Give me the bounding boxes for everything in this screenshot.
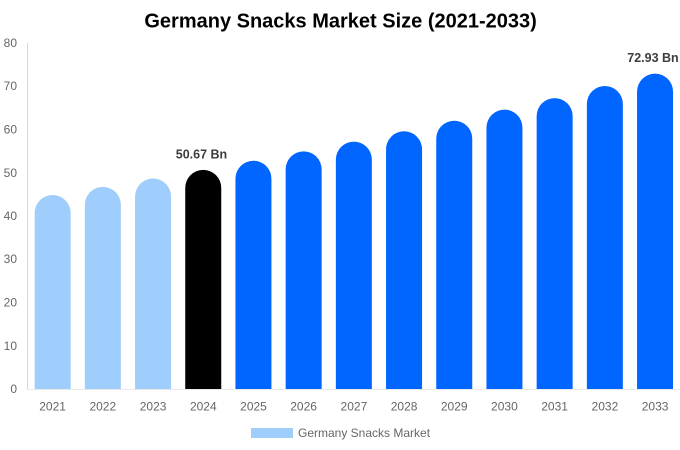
svg-text:2033: 2033 — [642, 400, 669, 414]
svg-text:80: 80 — [4, 36, 18, 50]
svg-text:2025: 2025 — [240, 400, 267, 414]
svg-text:70: 70 — [4, 79, 18, 93]
svg-text:2028: 2028 — [391, 400, 418, 414]
svg-text:Germany Snacks Market Size (20: Germany Snacks Market Size (2021-2033) — [144, 11, 536, 33]
svg-text:20: 20 — [4, 296, 18, 310]
svg-text:0: 0 — [10, 382, 17, 396]
svg-text:2026: 2026 — [290, 400, 317, 414]
svg-text:10: 10 — [4, 339, 18, 353]
svg-text:40: 40 — [4, 209, 18, 223]
svg-text:2030: 2030 — [491, 400, 518, 414]
svg-text:Germany Snacks Market: Germany Snacks Market — [298, 426, 431, 440]
svg-text:50.67 Bn: 50.67 Bn — [176, 148, 227, 162]
svg-text:2031: 2031 — [541, 400, 568, 414]
svg-text:30: 30 — [4, 252, 18, 266]
svg-text:2021: 2021 — [39, 400, 66, 414]
svg-text:60: 60 — [4, 123, 18, 137]
svg-text:72.93 Bn: 72.93 Bn — [627, 51, 678, 65]
svg-text:2029: 2029 — [441, 400, 468, 414]
svg-text:2032: 2032 — [592, 400, 619, 414]
svg-text:2024: 2024 — [190, 400, 217, 414]
svg-text:2022: 2022 — [89, 400, 116, 414]
svg-text:50: 50 — [4, 166, 18, 180]
svg-text:2027: 2027 — [341, 400, 368, 414]
svg-text:2023: 2023 — [140, 400, 167, 414]
